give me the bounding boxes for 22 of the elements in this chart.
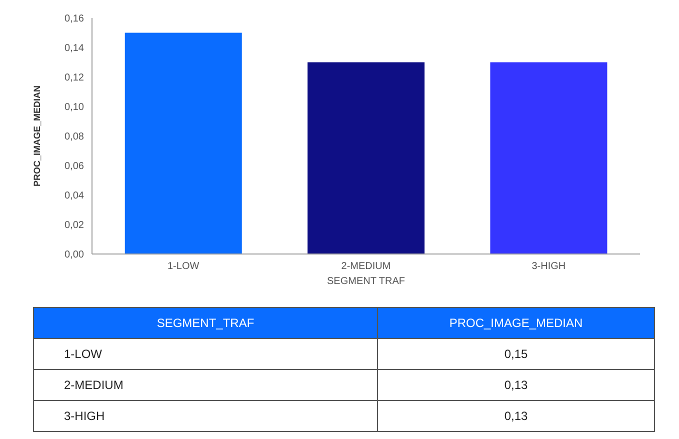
category-label: 2-MEDIUM — [64, 378, 124, 392]
text: 0,15 — [378, 338, 654, 370]
x-tick-label: 3-HIGH — [532, 261, 566, 272]
text: 0,13 — [378, 400, 654, 432]
text: 0,13 — [378, 370, 654, 400]
category-label: 3-HIGH — [64, 409, 105, 423]
y-tick-label: 0,04 — [64, 190, 84, 202]
y-tick-label: 0,16 — [64, 14, 84, 25]
x-axis-title: SEGMENT TRAF — [327, 276, 405, 287]
y-tick-label: 0,00 — [64, 250, 84, 261]
x-tick-label: 1-LOW — [167, 261, 200, 272]
text: PROC_IMAGE_MEDIAN — [378, 308, 654, 338]
y-tick-label: 0,08 — [64, 132, 84, 143]
category-label: 1-LOW — [64, 347, 102, 361]
y-tick-label: 0,10 — [64, 102, 84, 114]
x-tick-label: 2-MEDIUM — [341, 261, 391, 272]
y-tick-label: 0,14 — [64, 43, 84, 54]
text: SEGMENT_TRAF — [34, 308, 378, 338]
y-tick-label: 0,06 — [64, 161, 84, 172]
y-tick-label: 0,12 — [64, 72, 84, 84]
y-axis-title: PROC_IMAGE_MEDIAN — [32, 85, 42, 187]
y-tick-label: 0,02 — [64, 220, 84, 232]
